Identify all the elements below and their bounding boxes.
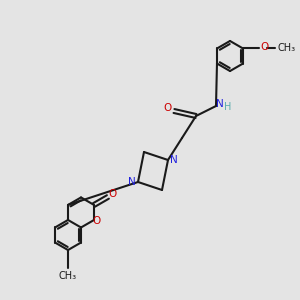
Text: O: O	[260, 43, 268, 52]
Text: O: O	[164, 103, 172, 113]
Text: N: N	[128, 177, 136, 187]
Text: CH₃: CH₃	[59, 271, 77, 281]
Text: H: H	[224, 102, 232, 112]
Text: O: O	[108, 189, 116, 200]
Text: O: O	[92, 217, 101, 226]
Text: CH₃: CH₃	[278, 44, 296, 53]
Text: N: N	[216, 99, 224, 109]
Text: N: N	[170, 155, 178, 165]
